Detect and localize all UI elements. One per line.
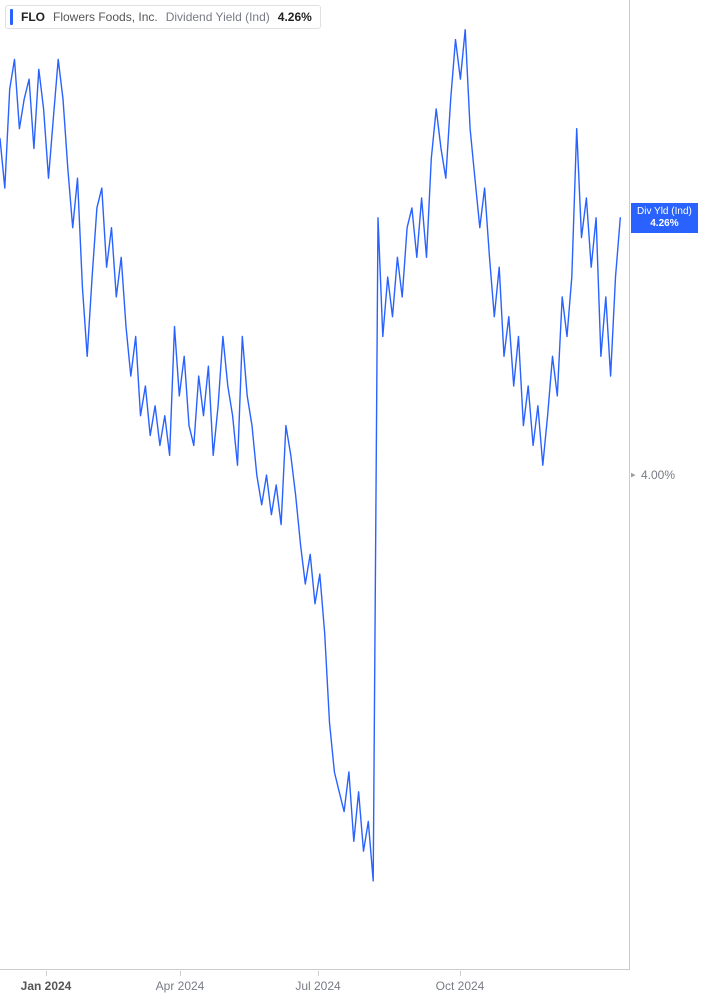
x-tick [180, 971, 181, 976]
value-flag-value: 4.26% [637, 218, 692, 230]
ticker-indicator-bar [10, 9, 13, 25]
metric-value: 4.26% [278, 10, 312, 24]
current-value-flag: Div Yld (Ind)4.26% [631, 203, 698, 233]
x-axis: Jan 2024 Apr 2024 Jul 2024 Oct 2024 [0, 971, 630, 1005]
x-axis-label: Apr 2024 [156, 979, 205, 993]
chart-header-badge[interactable]: FLO Flowers Foods, Inc. Dividend Yield (… [5, 5, 321, 29]
y-axis: ▸ 4.00% Div Yld (Ind)4.26% [631, 0, 717, 970]
chart-plot-area[interactable] [0, 0, 630, 970]
value-flag-title: Div Yld (Ind) [637, 206, 692, 218]
line-chart-svg [0, 0, 630, 970]
y-tick-arrow-icon: ▸ [631, 470, 636, 481]
y-axis-label: 4.00% [641, 468, 675, 482]
ticker-symbol: FLO [21, 10, 45, 24]
x-axis-label: Jul 2024 [295, 979, 340, 993]
x-axis-label: Oct 2024 [436, 979, 485, 993]
company-name: Flowers Foods, Inc. [53, 10, 158, 24]
x-axis-label: Jan 2024 [21, 979, 72, 993]
x-tick [46, 971, 47, 976]
metric-name: Dividend Yield (Ind) [166, 10, 270, 24]
x-tick [318, 971, 319, 976]
x-tick [460, 971, 461, 976]
